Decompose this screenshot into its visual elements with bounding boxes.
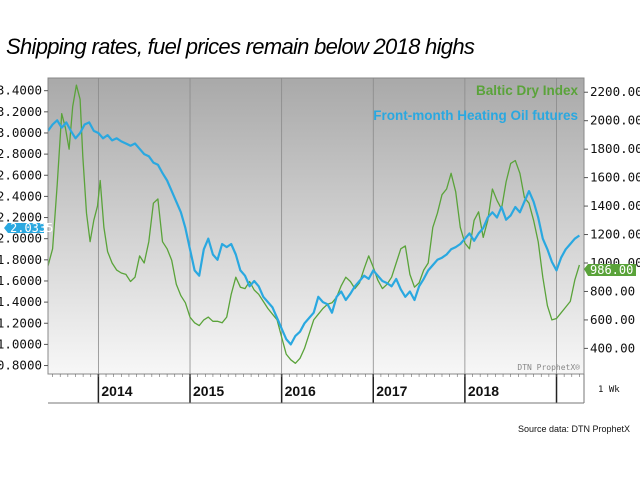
x-tick-label: 2018 bbox=[468, 383, 499, 399]
right-tick-label: 1400.00 bbox=[590, 198, 640, 213]
series-line-heating-oil bbox=[48, 119, 581, 346]
x-tick-label: 2014 bbox=[101, 383, 132, 399]
left-tick-label: 2.2000 bbox=[0, 210, 42, 225]
right-tick-label: 600.00 bbox=[590, 312, 635, 327]
right-tick-label: 2000.00 bbox=[590, 113, 640, 128]
interval-label: 1 Wk bbox=[598, 385, 620, 395]
left-tick-label: 1.2000 bbox=[0, 315, 42, 330]
source-note: Source data: DTN ProphetX bbox=[517, 424, 630, 434]
left-tick-label: 3.4000 bbox=[0, 83, 42, 98]
legend-heating-oil: Front-month Heating Oil futures bbox=[373, 108, 578, 123]
right-tick-label: 1200.00 bbox=[590, 227, 640, 242]
left-tick-label: 2.0000 bbox=[0, 231, 42, 246]
svg-text:986.00: 986.00 bbox=[590, 263, 633, 277]
last-value-heating-oil: 2.0335 bbox=[4, 221, 53, 235]
legend-baltic: Baltic Dry Index bbox=[476, 83, 579, 98]
left-tick-label: 1.0000 bbox=[0, 336, 42, 351]
right-tick-label: 2200.00 bbox=[590, 84, 640, 99]
left-tick-label: 1.8000 bbox=[0, 252, 42, 267]
chart-title: Shipping rates, fuel prices remain below… bbox=[6, 34, 475, 59]
left-tick-label: 3.0000 bbox=[0, 125, 42, 140]
left-tick-label: 2.6000 bbox=[0, 167, 42, 182]
right-tick-label: 400.00 bbox=[590, 340, 635, 355]
left-tick-label: 1.4000 bbox=[0, 294, 42, 309]
x-tick-label: 2016 bbox=[285, 383, 316, 399]
left-tick-label: 1.6000 bbox=[0, 273, 42, 288]
left-tick-label: 2.4000 bbox=[0, 188, 42, 203]
svg-text:2.0335: 2.0335 bbox=[10, 221, 53, 235]
last-value-baltic: 986.00 bbox=[584, 263, 636, 277]
x-tick-label: 2017 bbox=[376, 383, 407, 399]
left-tick-label: 3.2000 bbox=[0, 104, 42, 119]
x-tick-label: 2015 bbox=[193, 383, 224, 399]
left-tick-label: 0.8000 bbox=[0, 358, 42, 373]
watermark: DTN ProphetX® bbox=[517, 363, 580, 372]
plot-area bbox=[48, 78, 584, 374]
right-tick-label: 1600.00 bbox=[590, 170, 640, 185]
left-tick-label: 2.8000 bbox=[0, 146, 42, 161]
right-tick-label: 800.00 bbox=[590, 283, 635, 298]
right-tick-label: 1800.00 bbox=[590, 141, 640, 156]
